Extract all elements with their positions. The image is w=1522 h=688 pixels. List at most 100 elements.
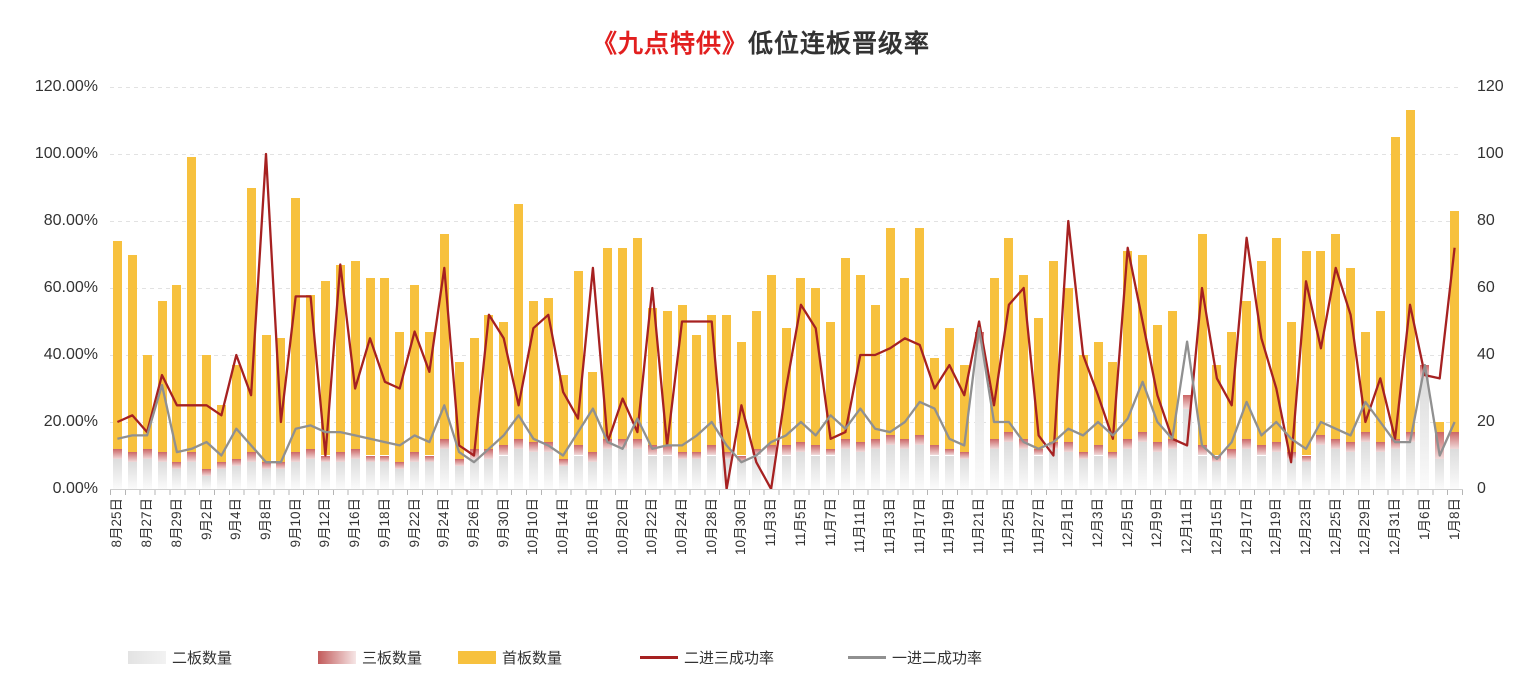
bar-segment-erban xyxy=(1019,448,1029,489)
bar-segment-shouban xyxy=(959,365,969,453)
gridline xyxy=(110,154,1462,155)
bar-segment-sanban xyxy=(826,448,836,456)
gridline xyxy=(110,288,1462,289)
bar-segment-erban xyxy=(647,455,657,489)
bar-segment-sanban xyxy=(142,448,152,459)
x-axis-label: 11月25日 xyxy=(1000,498,1016,555)
x-axis-label: 11月27日 xyxy=(1030,498,1046,555)
bar-segment-sanban xyxy=(1093,445,1103,456)
bar-segment-sanban xyxy=(410,452,420,463)
chart-title: 《九点特供》低位连板晋级率 xyxy=(0,24,1522,60)
bar-segment-shouban xyxy=(1078,355,1088,453)
bar-segment-sanban xyxy=(202,468,212,476)
y-axis-label-right: 60 xyxy=(1477,279,1495,296)
bar-segment-erban xyxy=(766,455,776,489)
x-axis-label: 1月8日 xyxy=(1446,498,1462,541)
bar-segment-shouban xyxy=(1375,311,1385,443)
bar-segment-sanban xyxy=(959,452,969,459)
bar-segment-shouban xyxy=(1256,261,1266,446)
x-axis-label: 9月24日 xyxy=(436,498,452,548)
bar-segment-shouban xyxy=(766,274,776,446)
bar-segment-erban xyxy=(974,344,984,489)
bar-segment-erban xyxy=(469,458,479,489)
bar-segment-sanban xyxy=(1182,395,1192,409)
x-axis-label: 10月28日 xyxy=(703,498,719,556)
legend-label: 三板数量 xyxy=(362,649,423,667)
bar-segment-shouban xyxy=(1004,237,1014,433)
bar-segment-erban xyxy=(350,458,360,489)
bar-segment-sanban xyxy=(1271,442,1281,453)
y-axis-label-left: 80.00% xyxy=(43,212,98,229)
bar-segment-erban xyxy=(1450,448,1460,489)
bar-segment-erban xyxy=(1435,458,1445,489)
bar-segment-sanban xyxy=(1242,438,1252,449)
bar-segment-sanban xyxy=(1108,452,1118,459)
bar-segment-erban xyxy=(618,448,628,489)
bar-segment-erban xyxy=(395,468,405,489)
bar-segment-erban xyxy=(1108,458,1118,489)
x-axis-label: 12月5日 xyxy=(1119,498,1135,548)
legend: 二板数量 三板数量 首板数量 二进三成功率 一进二成功率 xyxy=(0,645,1522,673)
bar-segment-erban xyxy=(499,455,509,489)
bar-segment-sanban xyxy=(1256,445,1266,456)
bar-segment-sanban xyxy=(499,445,509,456)
x-axis-label: 9月4日 xyxy=(228,498,244,541)
bar-segment-shouban xyxy=(1212,365,1222,456)
bar-segment-erban xyxy=(1034,455,1044,489)
bar-segment-erban xyxy=(603,448,613,489)
bar-segment-shouban xyxy=(944,328,954,449)
x-axis-label: 11月13日 xyxy=(882,498,897,555)
bar-segment-erban xyxy=(216,468,226,489)
bar-segment-sanban xyxy=(855,442,865,453)
bar-segment-shouban xyxy=(216,405,226,463)
bar-segment-erban xyxy=(380,462,390,489)
bar-segment-sanban xyxy=(1227,448,1237,459)
bar-segment-sanban xyxy=(573,445,583,456)
x-axis-label: 12月17日 xyxy=(1238,498,1254,556)
bar-segment-sanban xyxy=(276,462,286,469)
bar-segment-shouban xyxy=(618,247,628,439)
bar-segment-sanban xyxy=(395,462,405,469)
bar-segment-erban xyxy=(1360,442,1370,489)
bar-segment-shouban xyxy=(306,294,316,449)
bar-segment-sanban xyxy=(885,435,895,446)
bar-segment-sanban xyxy=(335,452,345,463)
bar-segment-shouban xyxy=(1197,234,1207,446)
bar-segment-erban xyxy=(424,462,434,489)
bar-segment-erban xyxy=(677,458,687,489)
legend-item-5[interactable]: 一进二成功率 xyxy=(848,645,982,669)
bar-segment-shouban xyxy=(439,234,449,439)
legend-item-2[interactable]: 三板数量 xyxy=(318,645,422,669)
bar-segment-erban xyxy=(989,448,999,489)
bar-segment-sanban xyxy=(781,445,791,456)
bar-segment-sanban xyxy=(751,448,761,456)
bar-segment-sanban xyxy=(320,455,330,463)
x-axis-label: 12月31日 xyxy=(1387,498,1403,556)
legend-item-4[interactable]: 二进三成功率 xyxy=(640,645,774,669)
bar-segment-shouban xyxy=(291,197,301,453)
bar-segment-erban xyxy=(692,458,702,489)
bar-segment-sanban xyxy=(588,452,598,463)
bar-segment-shouban xyxy=(261,334,271,463)
bar-segment-shouban xyxy=(1123,251,1133,439)
bar-segment-shouban xyxy=(632,237,642,439)
bar-segment-shouban xyxy=(915,227,925,436)
bar-segment-erban xyxy=(543,452,553,489)
x-axis-label: 11月3日 xyxy=(763,498,779,547)
bar-segment-erban xyxy=(662,455,672,489)
bar-segment-erban xyxy=(1197,455,1207,489)
y-axis-label-right: 20 xyxy=(1477,413,1495,430)
bar-segment-sanban xyxy=(1331,438,1341,449)
x-axis-label: 9月2日 xyxy=(198,498,214,541)
legend-item-3[interactable]: 首板数量 xyxy=(458,645,562,669)
bar-segment-erban xyxy=(1390,448,1400,489)
bar-segment-sanban xyxy=(261,462,271,469)
bar-segment-erban xyxy=(1242,448,1252,489)
bar-segment-erban xyxy=(1167,448,1177,489)
bar-segment-erban xyxy=(484,458,494,489)
bar-segment-erban xyxy=(335,462,345,489)
bar-segment-sanban xyxy=(603,438,613,449)
bar-segment-sanban xyxy=(1152,442,1162,453)
line-series-2to3 xyxy=(116,152,1456,489)
legend-item-1[interactable]: 二板数量 xyxy=(128,645,232,669)
